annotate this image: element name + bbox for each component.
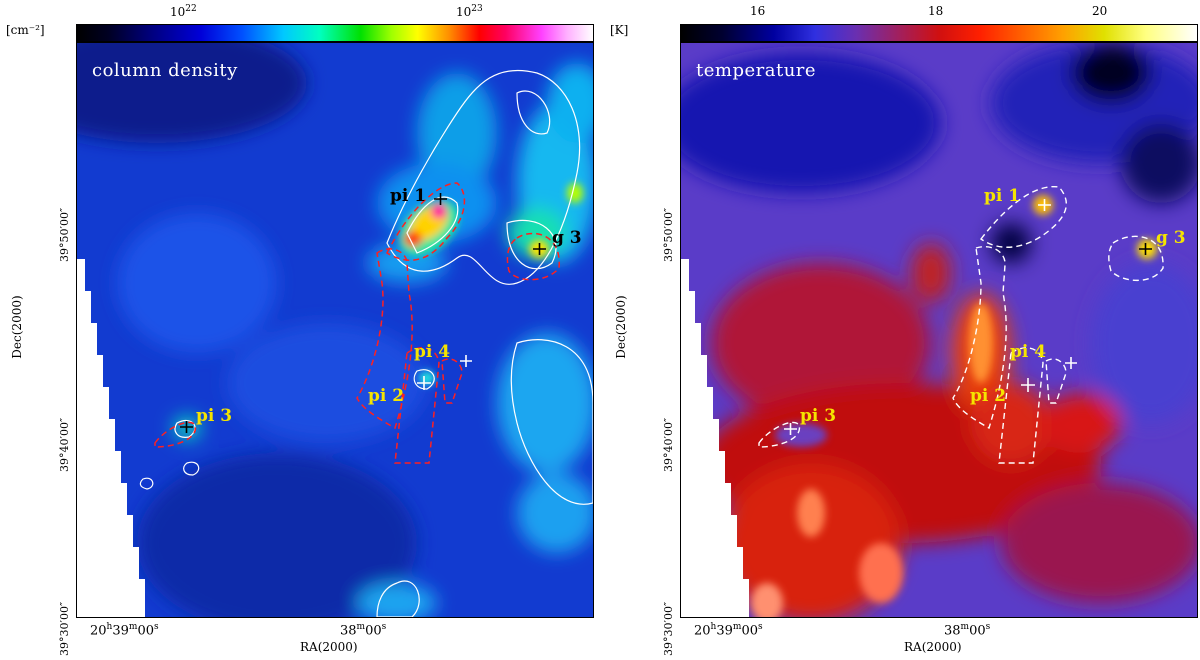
- source-label-pi3: pi 3: [196, 406, 233, 426]
- density-contours: [139, 69, 593, 617]
- aperture-regions: [758, 186, 1164, 464]
- column-density-panel: [cm⁻²] 1022 1023: [6, 4, 594, 656]
- temperature-map: [680, 42, 1198, 618]
- no-data-region: [77, 259, 145, 617]
- source-markers: [180, 193, 546, 433]
- temperature-panel: [K] 16 18 20: [604, 0, 1200, 660]
- y-tick-label: 39°40′00″: [58, 417, 71, 472]
- source-markers: [784, 199, 1152, 435]
- source-label-pi3: pi 3: [800, 406, 837, 426]
- source-label-pi2: pi 2: [970, 386, 1007, 406]
- colorbar-tick-label: 16: [750, 4, 766, 18]
- y-tick-label: 39°30′00″: [662, 601, 675, 656]
- x-axis-label: RA(2000): [300, 640, 358, 654]
- source-label-pi1: pi 1: [390, 186, 427, 206]
- y-tick-label: 39°30′00″: [58, 601, 71, 656]
- x-tick-label: 38m00s: [340, 622, 387, 639]
- y-tick-label: 39°50′00″: [662, 207, 675, 262]
- panel-title: temperature: [696, 60, 817, 81]
- x-tick-label: 20h39m00s: [694, 622, 763, 639]
- x-tick-label: 38m00s: [944, 622, 991, 639]
- colorbar-tick-label: 1023: [456, 4, 483, 19]
- colorbar-tick-label: 18: [928, 4, 944, 18]
- aperture-regions: [154, 182, 560, 464]
- colorbar-tick-label: 20: [1092, 4, 1108, 18]
- column-density-colorbar: [76, 24, 594, 42]
- no-data-region: [681, 259, 749, 617]
- x-tick-label: 20h39m00s: [90, 622, 159, 639]
- colorbar-unit-label: [cm⁻²]: [6, 23, 45, 37]
- source-label-g3: g 3: [552, 228, 582, 248]
- colorbar-tick-label: 1022: [170, 4, 197, 19]
- source-label-pi1: pi 1: [984, 186, 1021, 206]
- source-label-g3: g 3: [1156, 228, 1186, 248]
- panel-title: column density: [92, 60, 238, 81]
- y-axis-label: Dec(2000): [614, 295, 628, 359]
- y-tick-label: 39°40′00″: [662, 417, 675, 472]
- source-label-pi2: pi 2: [368, 386, 405, 406]
- x-axis-label: RA(2000): [904, 640, 962, 654]
- column-density-map: [76, 42, 594, 618]
- temperature-colorbar: [680, 24, 1198, 42]
- y-tick-label: 39°50′00″: [58, 207, 71, 262]
- y-axis-label: Dec(2000): [10, 295, 24, 359]
- source-label-pi4: pi 4: [414, 342, 451, 362]
- source-label-pi4: pi 4: [1010, 342, 1047, 362]
- colorbar-unit-label: [K]: [610, 23, 629, 37]
